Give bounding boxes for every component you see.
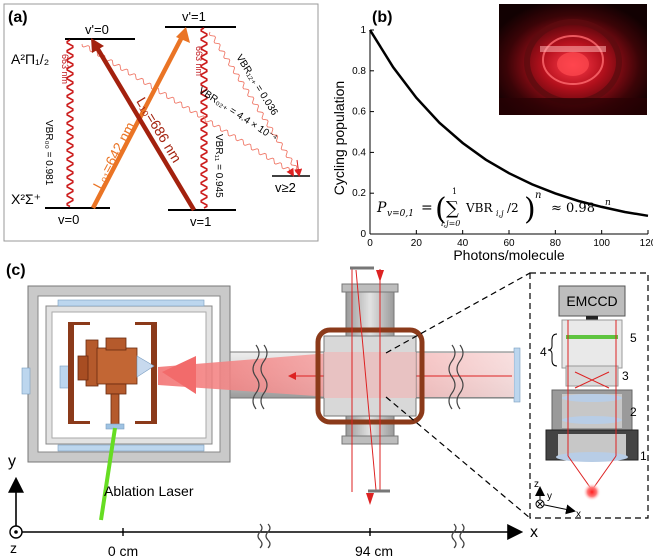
z-axis-label: z [10,540,17,556]
x-axis-label: x [530,524,538,541]
formula-sub: v=0,1 [387,209,414,219]
formula-rhs: ≈ 0.98 [551,201,595,216]
level-v1-ground-label: v=1 [190,214,211,229]
decay-arrowhead-2 [294,159,303,177]
emccd-camera [558,285,626,317]
chart-y-tick-label: 1 [360,25,366,36]
decay-v1-v2-wave [208,31,298,173]
filter-element [566,335,618,339]
formula-sum-top: 1 [452,187,457,196]
wavelength-663-b: 663 nm [194,46,204,76]
chart-x-tick-label: 0 [367,238,373,249]
y-axis-label: y [8,453,16,470]
decay-v0-v2-wave [81,43,291,173]
chart-x-tick-label: 40 [457,238,469,249]
chart-y-tick-label: 0.2 [352,188,366,199]
beam-source-cone [162,356,196,394]
laser-l10-arrow [94,44,196,212]
vbr12-label: VBR₁₂₊ = 0.036 [233,53,279,118]
ablation-laser-beam [99,427,117,521]
panel-a: (a) v'=0 v'=1 v=0 v=1 v≥2 A²Π₁/₂ X²Σ⁺ 66… [3,3,319,242]
inset-label-4: 4 [540,345,547,359]
level-v0-excited-label: v'=0 [85,22,109,37]
panel-b: (b) 0 20 40 60 80 100 120 0 0.2 0.4 0.6 0.8 1 Cyclin… [331,4,653,263]
laser-l01-label: L₀₁=642 nm [90,119,138,191]
panel-a-label: (a) [8,9,28,26]
chart-xlabel: Photons/molecule [453,247,565,263]
laser-l01-head [176,27,190,43]
tick-94cm: 94 cm [355,543,393,556]
formula-paren-open: ( [435,192,447,227]
end-window [513,347,521,403]
tube-break-marks [252,344,464,410]
panel-a-frame [3,3,319,242]
chart-series-line [368,29,649,218]
ablation-laser-label: Ablation Laser [104,483,194,499]
panel-c-label: (c) [6,262,26,279]
laser-l01-arrow [91,33,185,210]
formula-rhs-power: n [605,198,611,208]
panel-b-label: (b) [372,9,392,26]
chart-x-tick-label: 120 [640,238,653,249]
inset-axis-z: z [534,479,539,490]
panel-c: (c) [6,262,649,556]
formula-sum-bottom: i,j=0 [441,219,460,228]
vbr11-label: VBR₁₁ = 0.945 [213,134,224,198]
laser-l10-head [91,38,104,53]
formula-vbr-sub: i,j [496,209,504,218]
brace-4 [547,333,558,367]
fluorescence-spot [583,483,601,501]
formula-lhs: P [376,200,387,216]
decay-v1-v1-wave [200,27,208,209]
formula-sigma: ∑ [446,198,459,219]
emccd-label: EMCCD [566,293,617,309]
level-v2-ground-label: v≥2 [275,180,296,195]
inset-label-5: 5 [630,331,637,345]
laser-down-arrow [366,493,374,505]
inset-label-2: 2 [630,405,637,419]
formula-div: /2 [507,201,519,215]
inset-label-3: 3 [622,369,629,383]
inset-axis-y: y [547,491,552,502]
axis-break-marks [257,523,465,549]
chart-ylabel: Cycling population [331,81,347,195]
inset-axis-x: x [576,509,581,520]
inset-x-arrow [539,503,576,515]
level-v0-ground-label: v=0 [58,212,79,227]
ground-state-label: X²Σ⁺ [11,191,41,207]
chart-x-tick-label: 100 [593,238,610,249]
inset-label-1: 1 [640,449,647,463]
imaging-inset: EMCCD 4 5 3 2 1 z [529,272,649,520]
wavelength-663-a: 663 nm [60,54,70,84]
cross-chamber [315,283,425,445]
tick-0cm: 0 cm [108,543,138,556]
vacuum-chamber-photo [499,4,647,115]
vbr00-label: VBR₀₀ = 0.981 [43,120,54,186]
chart-axes: 0 20 40 60 80 100 120 0 0.2 0.4 0.6 0.8 1 [352,25,653,249]
formula-vbr: VBR [465,201,493,215]
formula-paren-close: ) [524,192,536,227]
zoom-line-top [385,272,531,354]
chart-y-tick-label: 0.4 [352,147,366,158]
chart-x-tick-label: 20 [411,238,423,249]
chart-x-tick-label: 80 [550,238,562,249]
formula-equals: = [421,200,433,216]
excited-state-label: A²Π₁/₂ [11,51,49,67]
chart-y-tick-label: 0 [360,229,366,240]
formula-power-n: n [535,190,541,201]
decay-arrowhead-1 [286,167,295,177]
level-v1-excited-label: v'=1 [182,9,206,24]
zoom-line-bottom [385,396,531,519]
cycling-formula: P v=0,1 = ( 1 ∑ i,j=0 VBR i,j /2 ) n ≈ 0… [376,187,611,228]
decay-v0-v0-wave [66,39,74,208]
chart-y-tick-label: 0.6 [352,107,366,118]
chart-y-tick-label: 0.8 [352,66,366,77]
chart-x-tick-label: 60 [503,238,515,249]
